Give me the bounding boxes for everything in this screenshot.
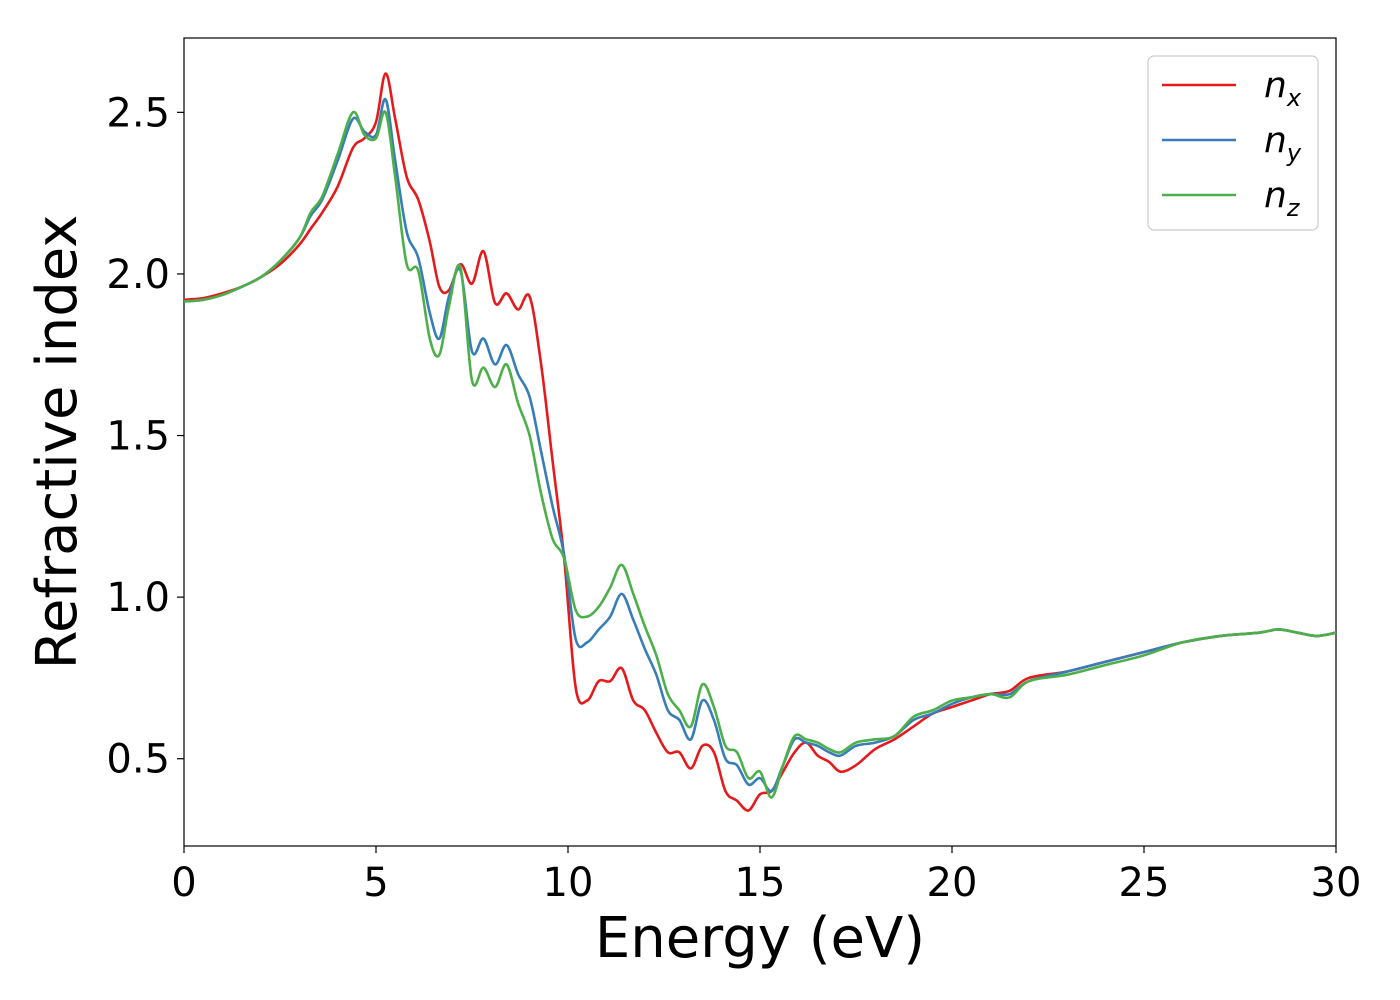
series-layer bbox=[183, 72, 1337, 812]
y-axis-ticks: 0.5 1.0 1.5 2.0 2.5 bbox=[106, 90, 184, 783]
legend-label-nx: nx bbox=[1264, 65, 1302, 112]
x-tick-label: 30 bbox=[1311, 860, 1362, 906]
y-tick-label: 0.5 bbox=[106, 737, 170, 783]
y-tick-label: 1.5 bbox=[106, 414, 170, 460]
y-tick-label: 2.5 bbox=[106, 90, 170, 136]
x-tick-label: 0 bbox=[171, 860, 196, 906]
x-tick-label: 15 bbox=[735, 860, 786, 906]
x-tick-label: 10 bbox=[543, 860, 594, 906]
series-line-nz bbox=[183, 110, 1337, 799]
y-tick-label: 1.0 bbox=[106, 575, 170, 621]
y-axis-label: Refractive index bbox=[25, 215, 90, 670]
legend: nx ny nz bbox=[1147, 55, 1319, 231]
legend-label-nz: nz bbox=[1264, 175, 1301, 222]
y-tick-label: 2.0 bbox=[106, 252, 170, 298]
x-tick-label: 25 bbox=[1119, 860, 1170, 906]
legend-box bbox=[1147, 55, 1319, 231]
x-tick-label: 20 bbox=[927, 860, 978, 906]
x-tick-label: 5 bbox=[363, 860, 388, 906]
legend-label-ny: ny bbox=[1264, 120, 1302, 167]
x-axis-label: Energy (eV) bbox=[595, 906, 925, 971]
x-axis-ticks: 0 5 10 15 20 25 30 bbox=[171, 846, 1361, 906]
